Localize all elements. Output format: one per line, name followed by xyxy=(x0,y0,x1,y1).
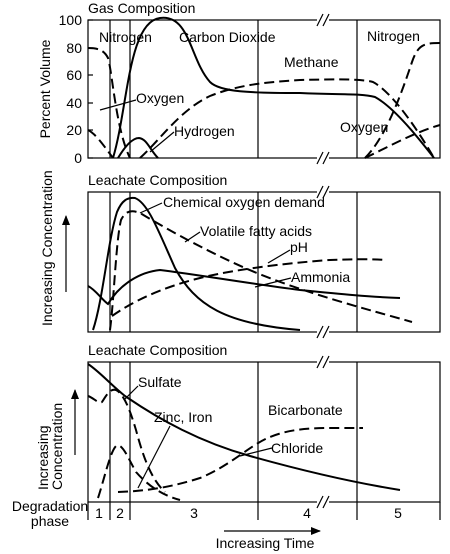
series-nitrogen-late xyxy=(364,42,441,159)
label-hydrogen: Hydrogen xyxy=(174,123,235,139)
phase-label-1: 1 xyxy=(95,505,103,521)
leader-oxygen-left xyxy=(99,99,137,111)
series-carbon-dioxide xyxy=(112,16,435,159)
y-tick-label-80: 80 xyxy=(66,40,82,56)
label-oxygen-left: Oxygen xyxy=(136,90,184,106)
series-oxygen-late xyxy=(364,124,441,159)
leachate-upper-title: Leachate Composition xyxy=(88,172,227,188)
series-chloride xyxy=(87,363,401,491)
x-axis-label: Increasing Time xyxy=(216,535,315,551)
y-tick-label-0: 0 xyxy=(74,150,82,166)
leachate-panel-lower: Leachate Composition Increasing Concentr… xyxy=(35,342,441,509)
leader-cod xyxy=(139,202,163,214)
gas-panel-ylabel: Percent Volume xyxy=(37,39,53,138)
label-chloride: Chloride xyxy=(271,440,323,456)
leader-ph xyxy=(267,249,291,264)
phase-label-3: 3 xyxy=(190,505,198,521)
series-volatile-fatty-acids xyxy=(109,210,413,331)
leader-zinc-iron xyxy=(137,425,171,489)
leachate-lower-ylabel-line2: Concentration xyxy=(49,403,65,490)
gas-panel-frame xyxy=(87,19,441,159)
leachate-lower-frame xyxy=(87,361,441,503)
series-methane xyxy=(139,78,435,159)
degradation-phase-axis: Degradation phase 1 2 3 4 5 Increasing T… xyxy=(12,498,441,551)
label-nitrogen-left: Nitrogen xyxy=(99,29,152,45)
leachate-panel-upper: Leachate Composition Increasing Concentr… xyxy=(39,170,441,339)
y-tick-label-100: 100 xyxy=(59,12,83,28)
leachate-upper-frame xyxy=(87,191,441,333)
series-ammonia xyxy=(87,268,401,306)
label-carbon-dioxide: Carbon Dioxide xyxy=(179,29,276,45)
leader-hydrogen xyxy=(149,131,175,153)
axis-break xyxy=(316,355,330,509)
series-ph xyxy=(111,258,386,317)
y-tick-label-20: 20 xyxy=(66,122,82,138)
label-bicarbonate: Bicarbonate xyxy=(268,402,343,418)
phase-label-5: 5 xyxy=(394,505,402,521)
gas-y-ticks: 0 20 40 60 80 100 xyxy=(59,12,93,166)
phase-label-2: 2 xyxy=(116,505,124,521)
label-volatile-fatty-acids: Volatile fatty acids xyxy=(200,223,312,239)
series-bicarbonate xyxy=(117,427,363,493)
axis-break xyxy=(316,13,330,165)
series-chemical-oxygen-demand xyxy=(92,196,301,331)
leachate-upper-ylabel: Increasing Concentration xyxy=(39,170,55,326)
y-tick-label-40: 40 xyxy=(66,95,82,111)
axis-break xyxy=(316,185,330,339)
leader-chloride xyxy=(239,447,273,457)
leachate-lower-title: Leachate Composition xyxy=(88,342,227,358)
y-tick-label-60: 60 xyxy=(66,67,82,83)
phase-axis-label-line2: phase xyxy=(31,513,69,529)
phase-axis-label-line1: Degradation xyxy=(12,498,88,514)
label-zinc-iron: Zinc, Iron xyxy=(154,409,212,425)
gas-panel-title: Gas Composition xyxy=(88,0,195,16)
series-nitrogen-early xyxy=(87,47,131,159)
leader-vfa xyxy=(184,231,201,243)
label-methane: Methane xyxy=(284,54,339,70)
label-oxygen-right: Oxygen xyxy=(340,119,388,135)
label-ph: pH xyxy=(290,239,308,255)
leader-ammonia xyxy=(254,277,292,288)
phase-label-4: 4 xyxy=(303,505,311,521)
label-sulfate: Sulfate xyxy=(138,374,182,390)
leachate-lower-ylabel-line1: Increasing xyxy=(35,425,51,490)
series-sulfate xyxy=(87,388,166,493)
label-nitrogen-right: Nitrogen xyxy=(367,28,420,44)
leader-sulfate xyxy=(123,385,139,401)
label-ammonia: Ammonia xyxy=(291,269,350,285)
series-zinc-iron xyxy=(97,444,181,501)
gas-composition-panel: Gas Composition Percent Volume 0 20 40 6… xyxy=(37,0,441,166)
series-oxygen-early xyxy=(87,129,114,159)
label-chemical-oxygen-demand: Chemical oxygen demand xyxy=(163,194,325,210)
